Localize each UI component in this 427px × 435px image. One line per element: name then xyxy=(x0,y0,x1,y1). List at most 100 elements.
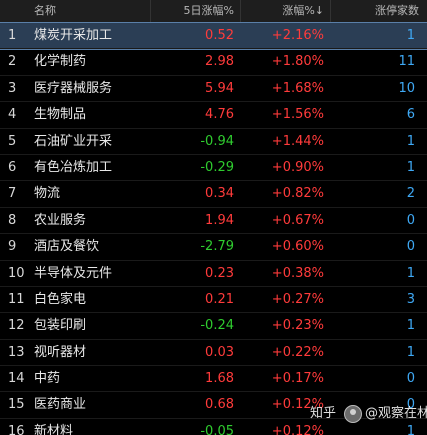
sector-name: 新材料 xyxy=(34,423,74,435)
change-percent: +1.44% xyxy=(271,133,324,149)
limit-up-count: 1 xyxy=(406,265,415,281)
five-day-change: 4.76 xyxy=(205,107,234,123)
change-percent: +1.68% xyxy=(271,80,324,96)
row-index: 5 xyxy=(8,133,17,149)
table-row[interactable]: 14 中药 1.68 +0.17% 0 xyxy=(0,366,427,393)
row-index: 1 xyxy=(8,28,17,43)
five-day-change: 0.23 xyxy=(205,265,234,281)
table-row[interactable]: 1 煤炭开采加工 0.52 +2.16% 1 xyxy=(0,21,427,51)
table-row[interactable]: 8 农业服务 1.94 +0.67% 0 xyxy=(0,208,427,235)
table-row[interactable]: 13 视听器材 0.03 +0.22% 1 xyxy=(0,340,427,367)
sector-name: 白色家电 xyxy=(34,291,87,307)
limit-up-count: 1 xyxy=(406,28,415,43)
sector-name: 半导体及元件 xyxy=(34,265,113,281)
change-percent: +0.27% xyxy=(271,291,324,307)
row-index: 8 xyxy=(8,212,17,228)
row-index: 13 xyxy=(8,344,25,360)
limit-up-count: 1 xyxy=(406,133,415,149)
watermark-author: @观察在林 xyxy=(365,406,427,421)
sector-name: 视听器材 xyxy=(34,344,87,360)
row-index: 9 xyxy=(8,239,17,255)
sector-name: 有色冶炼加工 xyxy=(34,159,113,175)
change-percent: +1.56% xyxy=(271,107,324,123)
row-index: 15 xyxy=(8,397,25,413)
row-index: 14 xyxy=(8,371,25,387)
watermark-site: 知乎 xyxy=(310,406,337,421)
limit-up-count: 0 xyxy=(406,212,415,228)
table-row[interactable]: 4 生物制品 4.76 +1.56% 6 xyxy=(0,102,427,129)
change-percent: +0.23% xyxy=(271,318,324,334)
limit-up-count: 6 xyxy=(406,107,415,123)
table-row[interactable]: 12 包装印刷 -0.24 +0.23% 1 xyxy=(0,313,427,340)
column-header-limit-up-count[interactable]: 涨停家数 xyxy=(330,0,427,22)
five-day-change: -2.79 xyxy=(200,239,234,255)
sector-name: 医疗器械服务 xyxy=(34,80,113,96)
sector-name: 物流 xyxy=(34,186,61,202)
sector-name: 煤炭开采加工 xyxy=(34,28,113,43)
table-body: 1 煤炭开采加工 0.52 +2.16% 1 2 化学制药 2.98 +1.80% 11 3 医疗器械… xyxy=(0,21,427,435)
five-day-change: -0.24 xyxy=(200,318,234,334)
five-day-change: -0.29 xyxy=(200,159,234,175)
five-day-change: 1.68 xyxy=(205,371,234,387)
change-percent: +0.12% xyxy=(271,397,324,413)
limit-up-count: 11 xyxy=(398,54,415,70)
row-index: 3 xyxy=(8,80,17,96)
row-index: 6 xyxy=(8,159,17,175)
row-index: 11 xyxy=(8,291,25,307)
five-day-change: -0.05 xyxy=(200,423,234,435)
sector-name: 生物制品 xyxy=(34,107,87,123)
limit-up-count: 1 xyxy=(406,423,415,435)
table-row[interactable]: 9 酒店及餐饮 -2.79 +0.60% 0 xyxy=(0,234,427,261)
change-percent: +2.16% xyxy=(271,28,324,43)
sector-name: 中药 xyxy=(34,371,61,387)
five-day-change: -0.94 xyxy=(200,133,234,149)
table-row[interactable]: 16 新材料 -0.05 +0.12% 1 xyxy=(0,419,427,435)
change-percent: +0.12% xyxy=(271,423,324,435)
limit-up-count: 1 xyxy=(406,318,415,334)
column-header-name[interactable]: 名称 xyxy=(34,4,56,17)
watermark: 知乎 @观察在林 xyxy=(310,401,427,427)
sector-name: 包装印刷 xyxy=(34,318,87,334)
table-row[interactable]: 11 白色家电 0.21 +0.27% 3 xyxy=(0,287,427,314)
sector-name: 农业服务 xyxy=(34,212,87,228)
limit-up-count: 1 xyxy=(406,344,415,360)
five-day-change: 5.94 xyxy=(205,80,234,96)
table-row[interactable]: 10 半导体及元件 0.23 +0.38% 1 xyxy=(0,261,427,287)
change-percent: +0.60% xyxy=(271,239,324,255)
limit-up-count: 0 xyxy=(406,371,415,387)
table-row[interactable]: 3 医疗器械服务 5.94 +1.68% 10 xyxy=(0,76,427,103)
five-day-change: 0.68 xyxy=(205,397,234,413)
change-percent: +0.22% xyxy=(271,344,324,360)
change-percent: +0.17% xyxy=(271,371,324,387)
table-row[interactable]: 2 化学制药 2.98 +1.80% 11 xyxy=(0,49,427,76)
row-index: 2 xyxy=(8,54,17,70)
row-index: 4 xyxy=(8,107,17,123)
row-index: 12 xyxy=(8,318,25,334)
limit-up-count: 3 xyxy=(406,291,415,307)
sector-name: 石油矿业开采 xyxy=(34,133,113,149)
column-header-change-sorted[interactable]: 涨幅%↓ xyxy=(240,0,330,22)
sector-name: 化学制药 xyxy=(34,54,87,70)
column-header-five-day-change[interactable]: 5日涨幅% xyxy=(150,0,240,22)
five-day-change: 0.34 xyxy=(205,186,234,202)
row-index: 7 xyxy=(8,186,17,202)
change-percent: +1.80% xyxy=(271,54,324,70)
five-day-change: 0.21 xyxy=(205,291,234,307)
change-percent: +0.90% xyxy=(271,159,324,175)
table-row[interactable]: 5 石油矿业开采 -0.94 +1.44% 1 xyxy=(0,129,427,155)
change-percent: +0.67% xyxy=(271,212,324,228)
table-header: 名称 5日涨幅% 涨幅%↓ 涨停家数 xyxy=(0,0,427,23)
sector-name: 酒店及餐饮 xyxy=(34,239,100,255)
change-percent: +0.82% xyxy=(271,186,324,202)
table-row[interactable]: 6 有色冶炼加工 -0.29 +0.90% 1 xyxy=(0,155,427,182)
avatar-icon xyxy=(344,404,363,423)
limit-up-count: 0 xyxy=(406,239,415,255)
table-row[interactable]: 15 医药商业 0.68 +0.12% 0 xyxy=(0,392,427,419)
limit-up-count: 10 xyxy=(398,80,415,96)
sector-name: 医药商业 xyxy=(34,397,87,413)
row-index: 10 xyxy=(8,265,25,281)
table-row[interactable]: 7 物流 0.34 +0.82% 2 xyxy=(0,181,427,208)
five-day-change: 0.03 xyxy=(205,344,234,360)
change-percent: +0.38% xyxy=(271,265,324,281)
